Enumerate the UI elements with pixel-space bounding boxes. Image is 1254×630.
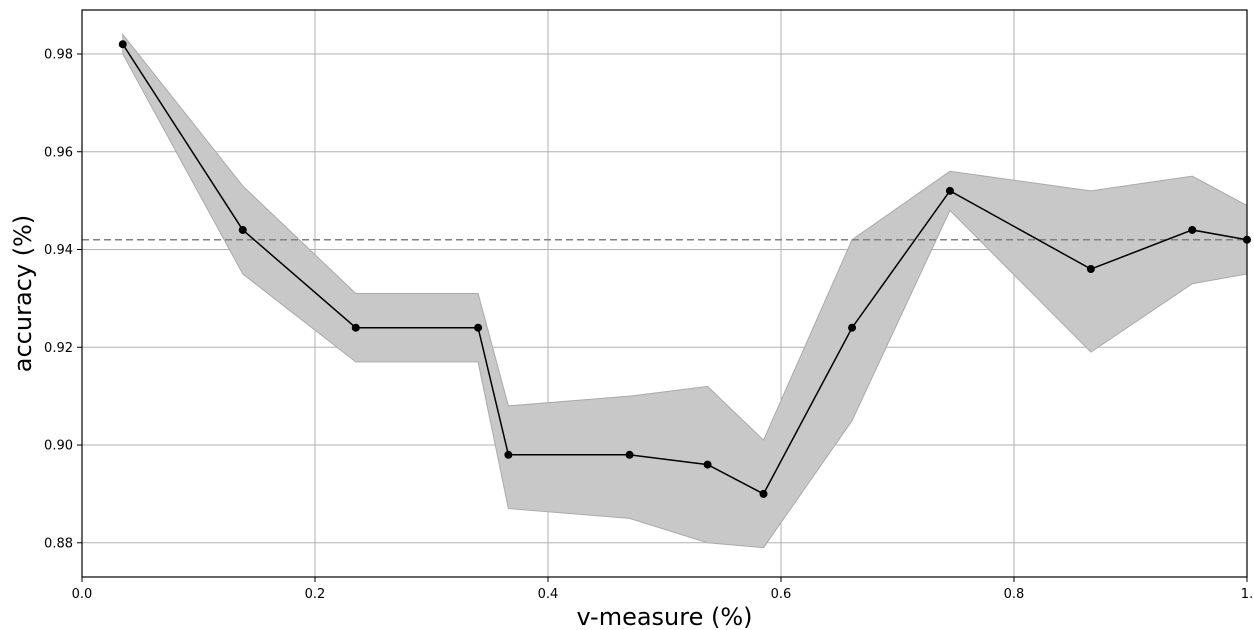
- y-tick-label: 0.96: [44, 145, 73, 160]
- data-point: [759, 489, 768, 498]
- data-point: [1086, 265, 1095, 274]
- data-point: [504, 450, 513, 459]
- data-point: [945, 186, 954, 195]
- data-point: [474, 323, 483, 332]
- x-tick-label: 1.: [1241, 587, 1253, 602]
- y-tick-label: 0.90: [44, 439, 73, 454]
- x-tick-label: 0.8: [1004, 587, 1025, 602]
- data-point: [848, 323, 857, 332]
- x-axis-ticks: 0.0 0.2 0.4 0.6 0.8 1.: [72, 577, 1253, 602]
- x-tick-label: 0.2: [305, 587, 326, 602]
- data-point: [351, 323, 360, 332]
- data-point: [625, 450, 634, 459]
- y-axis-ticks: 0.88 0.90 0.92 0.94 0.96 0.98: [44, 47, 82, 551]
- y-tick-label: 0.98: [44, 47, 73, 62]
- plot-frame: [81, 9, 1248, 578]
- y-axis-title: accuracy (%): [9, 215, 37, 372]
- x-tick-label: 0.0: [72, 587, 93, 602]
- data-point: [118, 40, 127, 49]
- confidence-band: [122, 33, 1248, 549]
- x-tick-label: 0.6: [771, 587, 792, 602]
- data-point: [1188, 225, 1197, 234]
- confidence-band-area: [122, 33, 1248, 549]
- y-tick-label: 0.94: [44, 243, 73, 258]
- x-axis-title: v-measure (%): [576, 603, 752, 630]
- x-tick-label: 0.4: [538, 587, 559, 602]
- y-tick-label: 0.88: [44, 536, 73, 551]
- plot-frame-rect: [81, 9, 1248, 578]
- data-series: [118, 40, 1251, 498]
- y-tick-label: 0.92: [44, 341, 73, 356]
- data-point: [238, 225, 247, 234]
- data-point: [703, 460, 712, 469]
